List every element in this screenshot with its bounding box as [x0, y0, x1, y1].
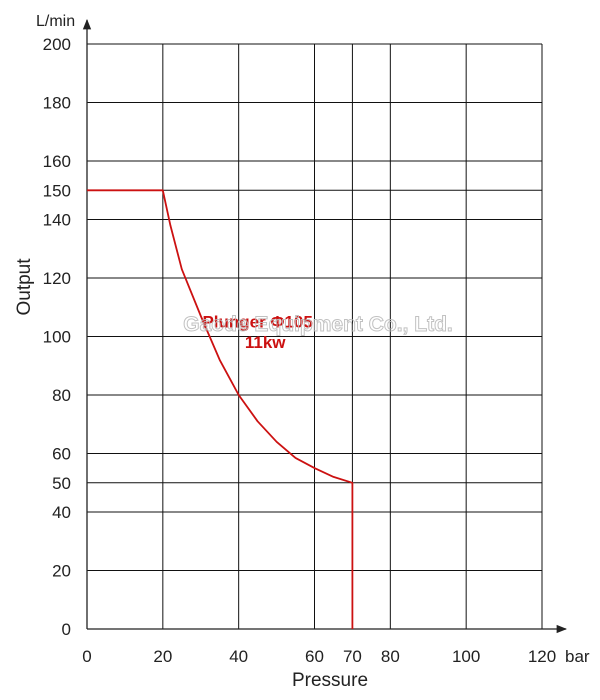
y-tick-label-180: 180 — [43, 94, 71, 113]
y-axis-title: Output — [14, 258, 35, 316]
y-axis-unit: L/min — [36, 13, 75, 30]
y-tick-label-140: 140 — [43, 211, 71, 230]
y-tick-label-80: 80 — [52, 386, 71, 405]
series-layer — [87, 189, 354, 629]
x-tick-label-40: 40 — [229, 647, 248, 666]
y-tick-label-60: 60 — [52, 445, 71, 464]
tick-labels: 0 20 40 60 70 80 100 120 0 20 40 50 60 80 100 120 140 150… — [43, 35, 557, 666]
watermark-layer: Gaode Equipment Co., Ltd. — [183, 313, 454, 337]
y-tick-label-40: 40 — [52, 503, 71, 522]
grid-layer — [87, 43, 543, 629]
x-tick-label-100: 100 — [452, 647, 480, 666]
x-tick-label-60: 60 — [305, 647, 324, 666]
x-tick-label-120: 120 — [528, 647, 556, 666]
watermark: Gaode Equipment Co., Ltd. — [183, 313, 453, 336]
annotation-1: 11kw — [245, 333, 286, 352]
y-tick-label-50: 50 — [52, 474, 71, 493]
y-tick-label-200: 200 — [43, 35, 71, 54]
axes — [82, 18, 568, 634]
x-axis-title: Pressure — [292, 670, 368, 691]
annotation-0: Plunger Φ105 — [202, 313, 312, 332]
y-tick-label-0: 0 — [62, 620, 71, 639]
x-tick-label-0: 0 — [82, 647, 91, 666]
series-line-0 — [87, 189, 354, 629]
x-tick-label-70: 70 — [343, 647, 362, 666]
y-tick-label-20: 20 — [52, 562, 71, 581]
x-tick-label-20: 20 — [153, 647, 172, 666]
x-tick-label-80: 80 — [381, 647, 400, 666]
y-tick-label-120: 120 — [43, 269, 71, 288]
x-axis-unit: bar — [565, 647, 590, 666]
y-tick-label-150: 150 — [43, 181, 71, 200]
y-tick-label-160: 160 — [43, 152, 71, 171]
y-tick-label-100: 100 — [43, 328, 71, 347]
